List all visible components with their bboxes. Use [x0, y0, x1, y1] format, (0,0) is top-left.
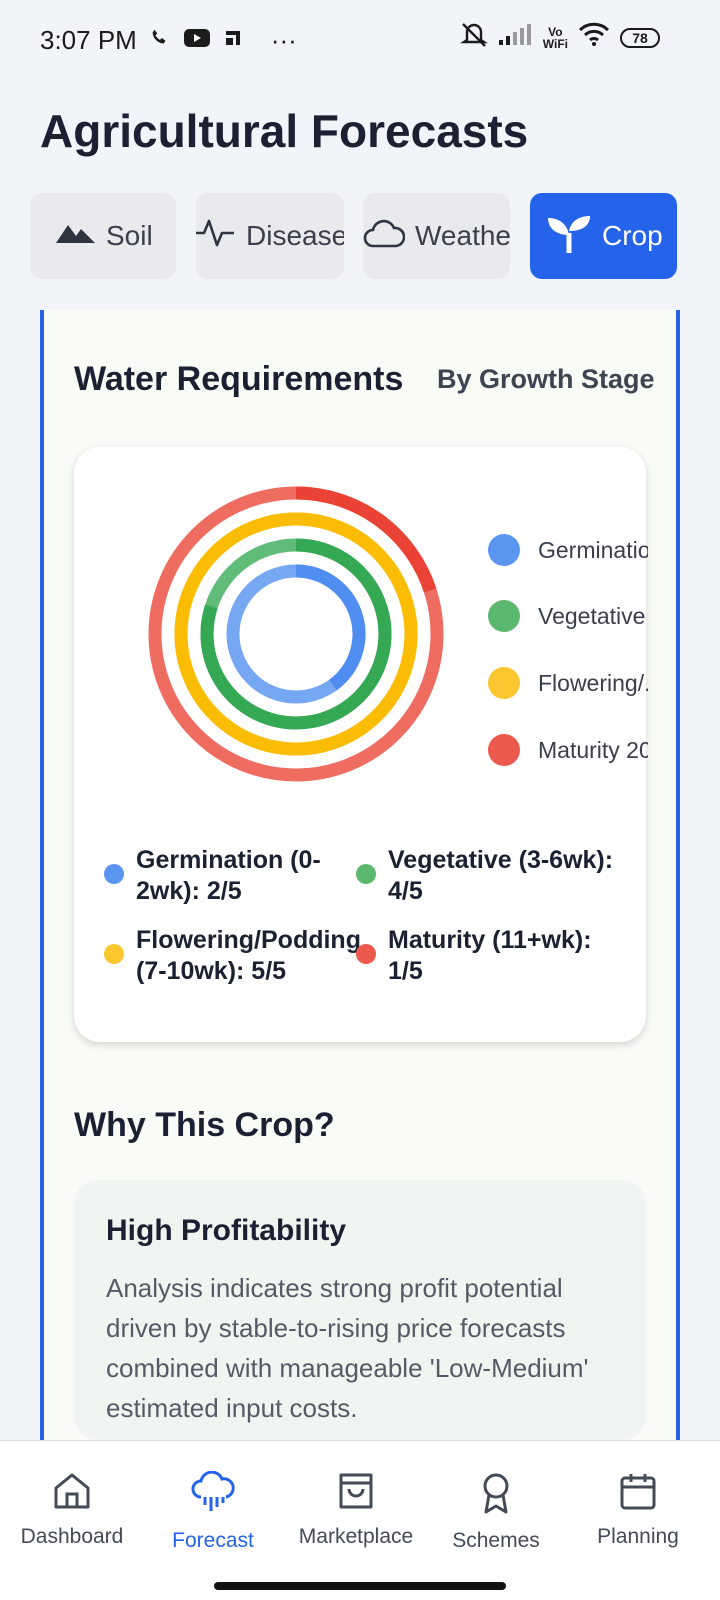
mute-icon	[459, 20, 489, 55]
why-this-crop-title: Why This Crop?	[74, 1106, 335, 1144]
stage-dot	[356, 864, 376, 884]
home-indicator	[214, 1582, 506, 1590]
mountain-icon	[56, 220, 96, 252]
nav-forecast[interactable]: Forecast	[141, 1441, 285, 1561]
water-requirements-title: Water Requirements	[74, 360, 404, 398]
status-time: 3:07 PM	[40, 24, 137, 55]
legend-dot	[488, 534, 520, 566]
more-notifications: ···	[270, 24, 297, 55]
radial-bar[interactable]	[295, 564, 366, 691]
stage-label: Vegetative (3-6wk): 4/5	[388, 846, 614, 905]
wifi-icon	[578, 21, 610, 54]
bottom-navigation: Dashboard Forecast Marketplace Schemes P…	[0, 1440, 720, 1600]
nav-label: Planning	[597, 1525, 679, 1548]
nav-planning[interactable]: Planning	[566, 1441, 710, 1561]
stage-germination: Germination (0-2wk): 2/5	[104, 845, 364, 907]
legend-item[interactable]: Germinatio	[488, 530, 648, 570]
battery-indicator: 78	[620, 27, 660, 48]
legend-item[interactable]: Flowering/.	[488, 663, 648, 703]
radial-bar[interactable]	[200, 538, 392, 730]
shopping-bag-icon	[339, 1473, 373, 1509]
legend-item[interactable]: Maturity 20	[488, 730, 648, 770]
stage-label: Maturity (11+wk): 1/5	[388, 926, 592, 985]
cloud-icon	[363, 218, 406, 255]
stage-dot	[356, 944, 376, 964]
chart-legend: Germinatio Vegetative Flowering/. Maturi…	[488, 530, 648, 810]
tab-label: Disease	[246, 220, 344, 251]
legend-dot	[488, 600, 520, 632]
nav-label: Marketplace	[298, 1525, 414, 1548]
legend-label: Germinatio	[538, 536, 648, 563]
reason-title: High Profitability	[106, 1214, 346, 1247]
home-icon	[54, 1473, 90, 1509]
youtube-icon	[183, 25, 211, 56]
status-bar: 3:07 PM ··· Vo WiFi 78	[0, 0, 720, 80]
page-title: Agricultural Forecasts	[40, 105, 529, 157]
legend-dot	[488, 667, 520, 699]
cloud-rain-icon	[191, 1471, 235, 1511]
app-notification-icon	[223, 25, 245, 56]
stage-maturity: Maturity (11+wk): 1/5	[356, 925, 616, 987]
wifi-call-icon	[149, 25, 171, 56]
calendar-icon	[620, 1474, 656, 1510]
stage-dot	[104, 864, 124, 884]
tab-weather[interactable]: Weather	[363, 193, 510, 279]
nav-dashboard[interactable]: Dashboard	[0, 1441, 144, 1561]
nav-label: Forecast	[172, 1529, 254, 1552]
nav-label: Schemes	[452, 1529, 540, 1552]
legend-label: Flowering/.	[538, 669, 648, 696]
radial-bar[interactable]	[295, 486, 437, 593]
reason-card: High Profitability Analysis indicates st…	[74, 1180, 646, 1440]
radial-bar-chart	[148, 486, 444, 782]
nav-schemes[interactable]: Schemes	[424, 1441, 568, 1561]
legend-item[interactable]: Vegetative	[488, 596, 645, 636]
stage-vegetative: Vegetative (3-6wk): 4/5	[356, 845, 646, 907]
tab-label: Weather	[415, 220, 510, 251]
tab-disease[interactable]: Disease	[196, 193, 344, 279]
nav-marketplace[interactable]: Marketplace	[284, 1441, 428, 1561]
award-icon	[483, 1473, 509, 1514]
activity-pulse-icon	[196, 215, 236, 258]
reason-text: Analysis indicates strong profit potenti…	[106, 1273, 589, 1423]
stage-label: Flowering/Podding (7-10wk): 5/5	[136, 926, 361, 985]
legend-label: Vegetative	[538, 602, 646, 629]
tab-crop[interactable]: Crop	[530, 193, 677, 279]
vowifi-indicator: Vo WiFi	[542, 24, 568, 51]
water-requirements-subtitle: By Growth Stage	[437, 364, 655, 394]
stage-flowering: Flowering/Podding (7-10wk): 5/5	[104, 925, 364, 987]
forecast-tabs: Soil Disease Weather Crop	[30, 193, 690, 279]
water-chart-card	[74, 447, 646, 1042]
legend-dot	[488, 734, 520, 766]
tab-label: Soil	[106, 220, 153, 251]
stage-dot	[104, 944, 124, 964]
nav-label: Dashboard	[20, 1525, 124, 1548]
tab-soil[interactable]: Soil	[30, 193, 176, 279]
signal-icon	[498, 22, 533, 53]
tab-label: Crop	[602, 220, 663, 251]
stage-label: Germination (0-2wk): 2/5	[136, 846, 321, 905]
sprout-icon	[546, 213, 592, 260]
legend-label: Maturity 20	[538, 736, 648, 763]
radial-bar[interactable]	[174, 512, 418, 756]
